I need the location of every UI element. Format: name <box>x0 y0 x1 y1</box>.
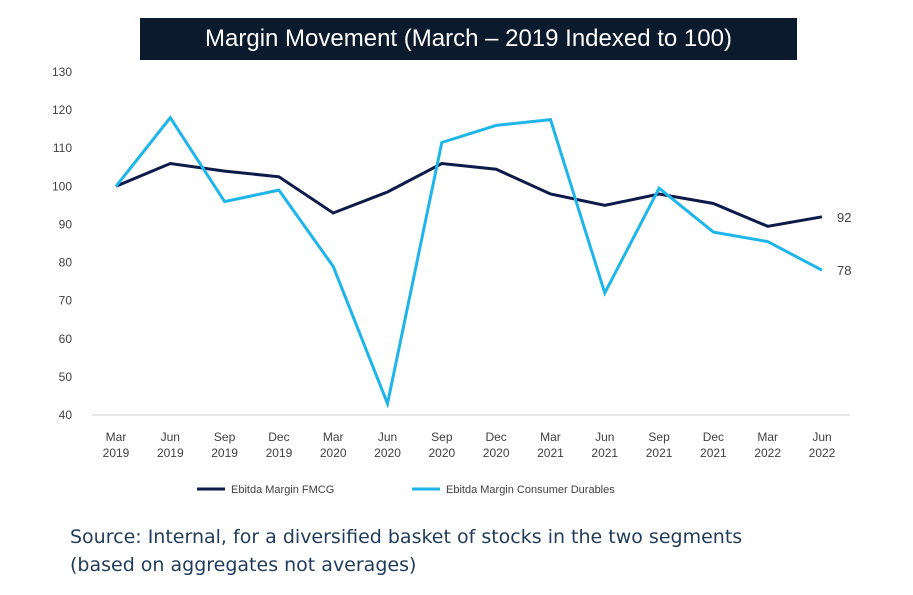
legend-label: Ebitda Margin FMCG <box>231 484 334 496</box>
x-tick-label: Dec <box>485 430 506 444</box>
x-tick-label: Jun <box>812 430 831 444</box>
y-tick-label: 130 <box>52 65 72 79</box>
x-tick-label: Mar <box>323 430 344 444</box>
y-tick-label: 40 <box>59 408 73 422</box>
x-tick-label: 2021 <box>537 446 564 460</box>
end-value-label: 92 <box>837 210 851 225</box>
x-tick-label: 2020 <box>483 446 510 460</box>
x-tick-label: Jun <box>378 430 397 444</box>
x-tick-label: Sep <box>214 430 236 444</box>
y-tick-label: 120 <box>52 103 72 117</box>
x-tick-label: 2022 <box>754 446 781 460</box>
line-chart: 40 50 60 70 80 90 100 110 120 130 Mar 2019 Jun 2019 Se… <box>52 65 852 496</box>
x-tick-label: 2020 <box>374 446 401 460</box>
x-tick-label: Mar <box>757 430 778 444</box>
x-tick-label: Sep <box>648 430 670 444</box>
x-tick-label: 2021 <box>591 446 618 460</box>
x-tick-label: 2019 <box>211 446 238 460</box>
x-tick-label: Jun <box>595 430 614 444</box>
y-tick-label: 100 <box>52 179 72 193</box>
y-tick-label: 70 <box>59 294 73 308</box>
series-line-consumer-durables <box>114 115 823 409</box>
series-line-fmcg <box>115 161 823 228</box>
end-value-label: 78 <box>837 263 851 278</box>
x-tick-label: Mar <box>106 430 127 444</box>
x-tick-label: 2021 <box>646 446 673 460</box>
legend-label: Ebitda Margin Consumer Durables <box>446 484 615 496</box>
source-note: Source: Internal, for a diversified bask… <box>70 523 870 579</box>
x-tick-label: 2019 <box>266 446 293 460</box>
y-tick-label: 50 <box>59 370 73 384</box>
x-tick-label: Mar <box>540 430 561 444</box>
x-tick-label: 2019 <box>103 446 130 460</box>
x-tick-label: Dec <box>703 430 724 444</box>
x-tick-label: Sep <box>431 430 453 444</box>
y-tick-label: 110 <box>53 141 72 155</box>
x-tick-label: 2021 <box>700 446 727 460</box>
y-tick-label: 60 <box>59 332 73 346</box>
x-tick-label: Dec <box>268 430 289 444</box>
x-tick-label: 2020 <box>320 446 347 460</box>
x-tick-label: 2022 <box>809 446 836 460</box>
x-tick-label: Jun <box>161 430 180 444</box>
x-tick-label: 2020 <box>428 446 455 460</box>
chart-title: Margin Movement (March – 2019 Indexed to… <box>140 18 797 60</box>
y-tick-label: 90 <box>59 217 73 231</box>
source-line-2: (based on aggregates not averages) <box>70 554 417 576</box>
y-tick-label: 80 <box>59 256 73 270</box>
source-line-1: Source: Internal, for a diversified bask… <box>70 526 743 548</box>
x-tick-label: 2019 <box>157 446 184 460</box>
